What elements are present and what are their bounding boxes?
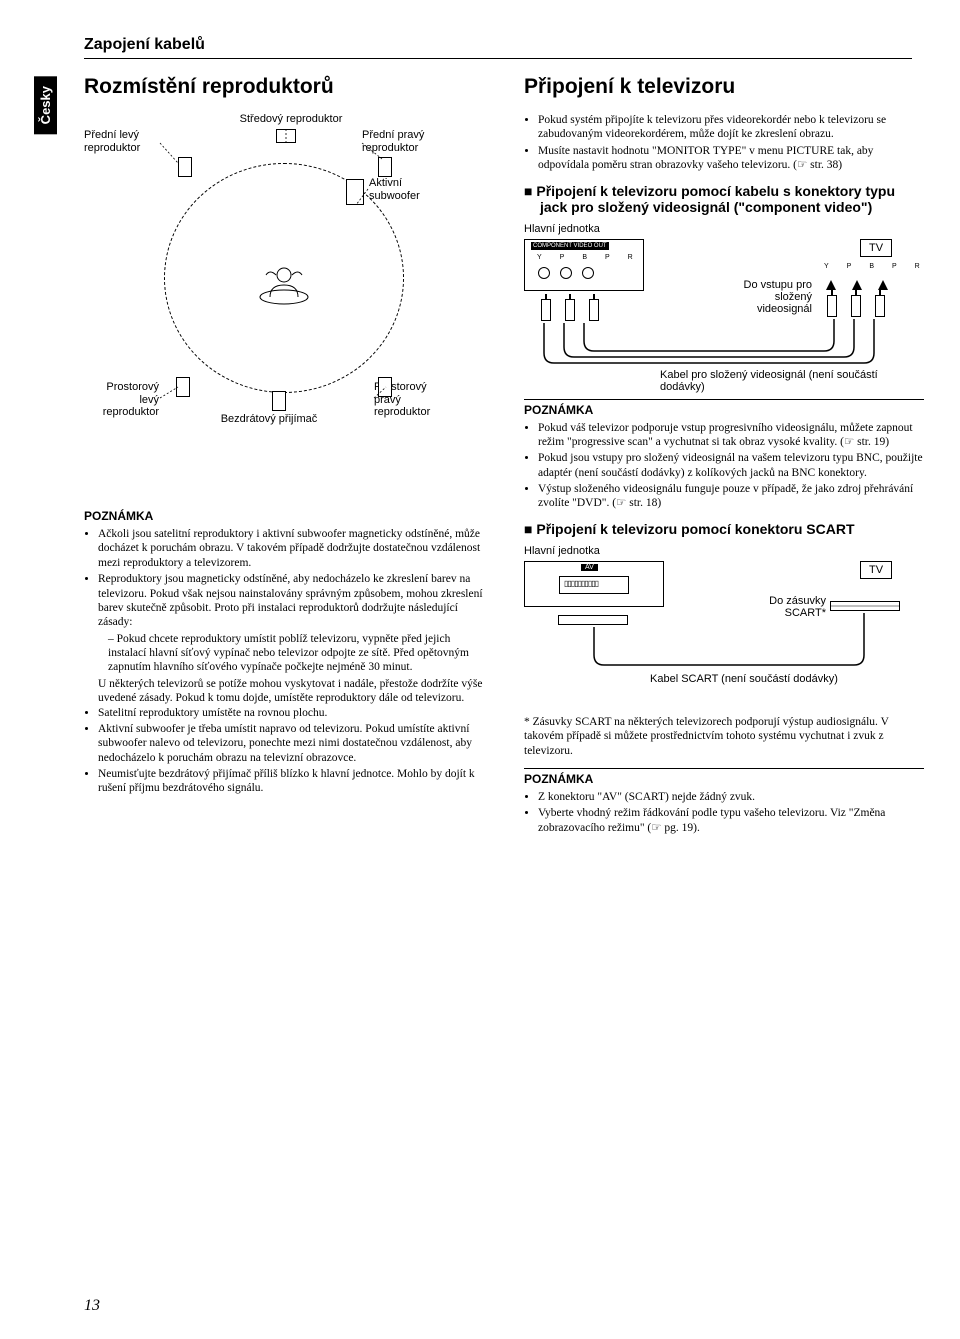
speaker-layout-diagram: Středový reproduktor Přední levý reprodu… xyxy=(84,113,484,443)
left-notes-list: Ačkoli jsou satelitní reproduktory i akt… xyxy=(84,527,484,630)
left-note2-3: Aktivní subwoofer je třeba umístit napra… xyxy=(98,722,484,765)
component-cable-caption: Kabel pro složený videosignál (není souč… xyxy=(660,369,920,393)
poznamka-heading-left: POZNÁMKA xyxy=(84,509,484,523)
right-column: Připojení k televizoru Pokud systém přip… xyxy=(524,75,924,837)
left-note-1: Ačkoli jsou satelitní reproduktory i akt… xyxy=(98,527,484,570)
left-note-tv: U některých televizorů se potíže mohou v… xyxy=(84,677,484,706)
sub-heading-component: Připojení k televizoru pomocí kabelu s k… xyxy=(524,183,924,215)
language-tab: Česky xyxy=(34,76,57,134)
section-title-tv: Připojení k televizoru xyxy=(524,75,924,99)
left-column: Rozmístění reproduktorů Středový reprodu… xyxy=(84,75,484,837)
right-pozn2-list: Z konektoru "AV" (SCART) nejde žádný zvu… xyxy=(524,790,924,835)
sub-heading-scart: Připojení k televizoru pomocí konektoru … xyxy=(524,521,924,537)
r-pozn1-1: Pokud váš televizor podporuje vstup prog… xyxy=(538,421,924,450)
left-note2-2: Satelitní reproduktory umístěte na rovno… xyxy=(98,706,484,720)
section-title-speakers: Rozmístění reproduktorů xyxy=(84,75,484,99)
component-cable-lines xyxy=(524,239,924,389)
right-intro-2: Musíte nastavit hodnotu "MONITOR TYPE" v… xyxy=(538,144,924,173)
scart-cable-caption: Kabel SCART (není součástí dodávky) xyxy=(614,673,874,685)
left-subnote-1: Pokud chcete reproduktory umístit poblíž… xyxy=(108,632,484,675)
right-intro-1: Pokud systém připojíte k televizoru přes… xyxy=(538,113,924,142)
left-notes2-list: Satelitní reproduktory umístěte na rovno… xyxy=(84,706,484,796)
left-subnotes-list: Pokud chcete reproduktory umístit poblíž… xyxy=(84,632,484,675)
right-pozn1-list: Pokud váš televizor podporuje vstup prog… xyxy=(524,421,924,511)
component-video-diagram: COMPONENT VIDEO OUT YPBPR TV YPBPR xyxy=(524,239,924,389)
r-pozn1-3: Výstup složeného videosignálu funguje po… xyxy=(538,482,924,511)
right-intro-list: Pokud systém připojíte k televizoru přes… xyxy=(524,113,924,173)
r-pozn1-2: Pokud jsou vstupy pro složený videosigná… xyxy=(538,451,924,480)
poznamka-heading-r2: POZNÁMKA xyxy=(524,768,924,786)
scart-footnote: * Zásuvky SCART na některých televizorec… xyxy=(524,715,924,758)
label-main-unit-2: Hlavní jednotka xyxy=(524,545,924,557)
left-note-2: Reproduktory jsou magneticky odstíněné, … xyxy=(98,572,484,630)
r-pozn2-1: Z konektoru "AV" (SCART) nejde žádný zvu… xyxy=(538,790,924,804)
poznamka-heading-r1: POZNÁMKA xyxy=(524,399,924,417)
scart-diagram: AV TV Do zásuvky SCART* Kabel SCART (nen… xyxy=(524,561,924,701)
label-main-unit-1: Hlavní jednotka xyxy=(524,223,924,235)
page-title: Zapojení kabelů xyxy=(84,36,912,59)
left-note2-4: Neumisťujte bezdrátový přijímač příliš b… xyxy=(98,767,484,796)
r-pozn2-2: Vyberte vhodný režim řádkování podle typ… xyxy=(538,806,924,835)
listener-icon xyxy=(256,261,312,305)
page-number: 13 xyxy=(84,1297,100,1315)
